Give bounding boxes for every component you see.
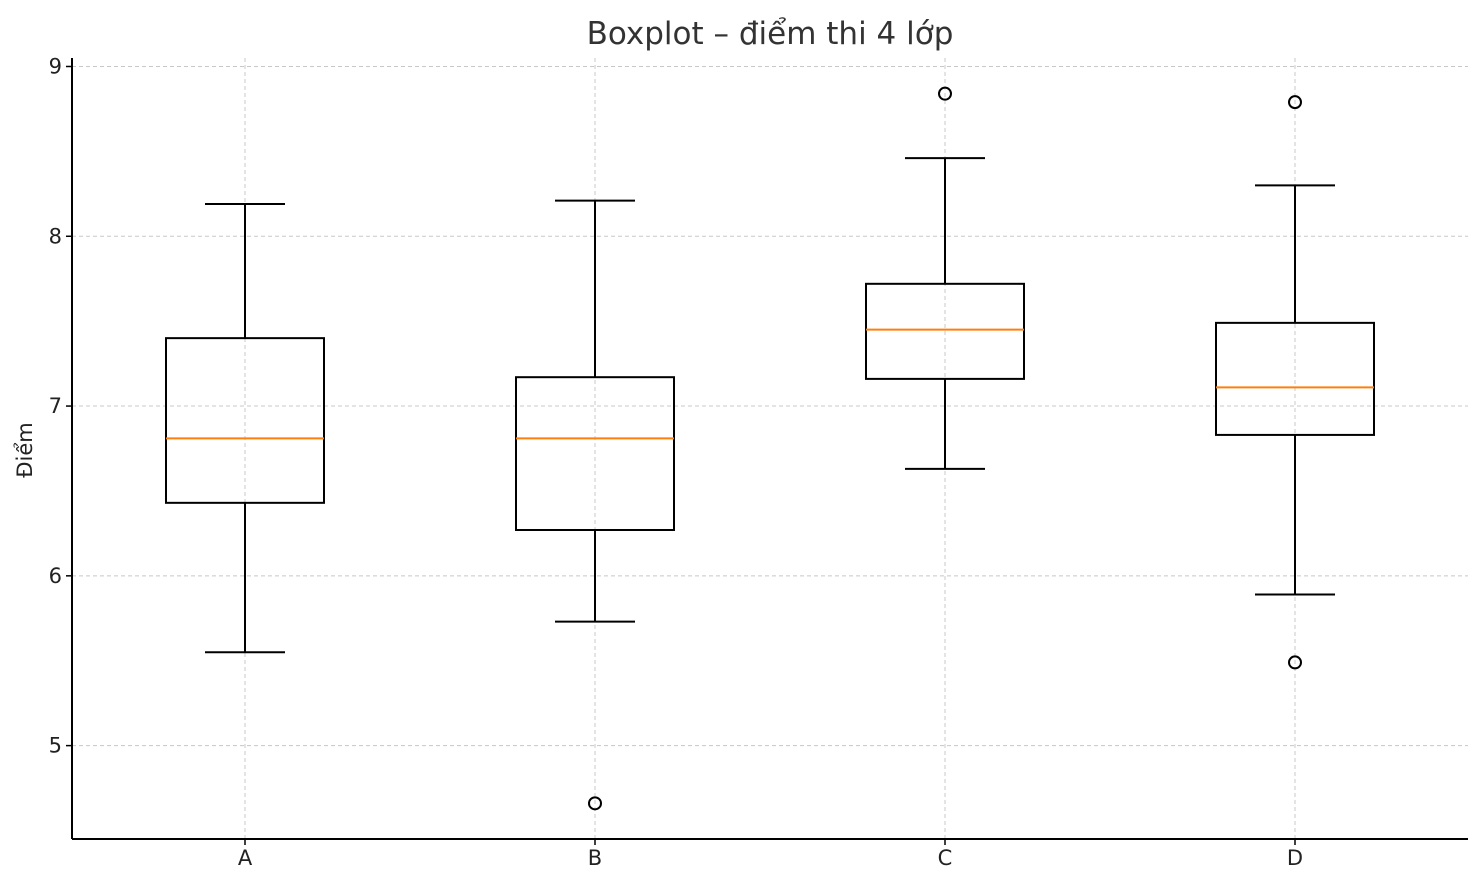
x-tick-label: A bbox=[238, 846, 253, 870]
outlier-point bbox=[1288, 655, 1302, 670]
outlier-point bbox=[938, 86, 952, 101]
x-tick-label: C bbox=[938, 846, 953, 870]
outlier-point bbox=[1288, 95, 1302, 110]
outlier-point bbox=[588, 796, 602, 811]
x-tick-label: D bbox=[1287, 846, 1303, 870]
x-tick-label: B bbox=[588, 846, 602, 870]
iqr-box bbox=[865, 282, 1025, 380]
y-tick-label: 9 bbox=[49, 54, 62, 78]
iqr-box bbox=[515, 376, 675, 531]
iqr-box bbox=[1215, 321, 1375, 436]
axes: 5 6 7 8 9 A B C D bbox=[49, 54, 1468, 870]
y-tick-label: 8 bbox=[49, 224, 62, 248]
y-tick-label: 5 bbox=[49, 734, 62, 758]
grid bbox=[72, 58, 1468, 839]
box-D bbox=[1215, 95, 1375, 670]
y-tick-label: 6 bbox=[49, 564, 62, 588]
y-axis-label: Điểm bbox=[13, 422, 37, 477]
y-tick-label: 7 bbox=[49, 394, 62, 418]
box-B bbox=[515, 199, 675, 811]
iqr-box bbox=[165, 337, 325, 504]
chart-title: Boxplot – điểm thi 4 lớp bbox=[587, 16, 954, 52]
box-C bbox=[865, 86, 1025, 470]
boxes bbox=[165, 86, 1375, 811]
box-A bbox=[165, 203, 325, 654]
